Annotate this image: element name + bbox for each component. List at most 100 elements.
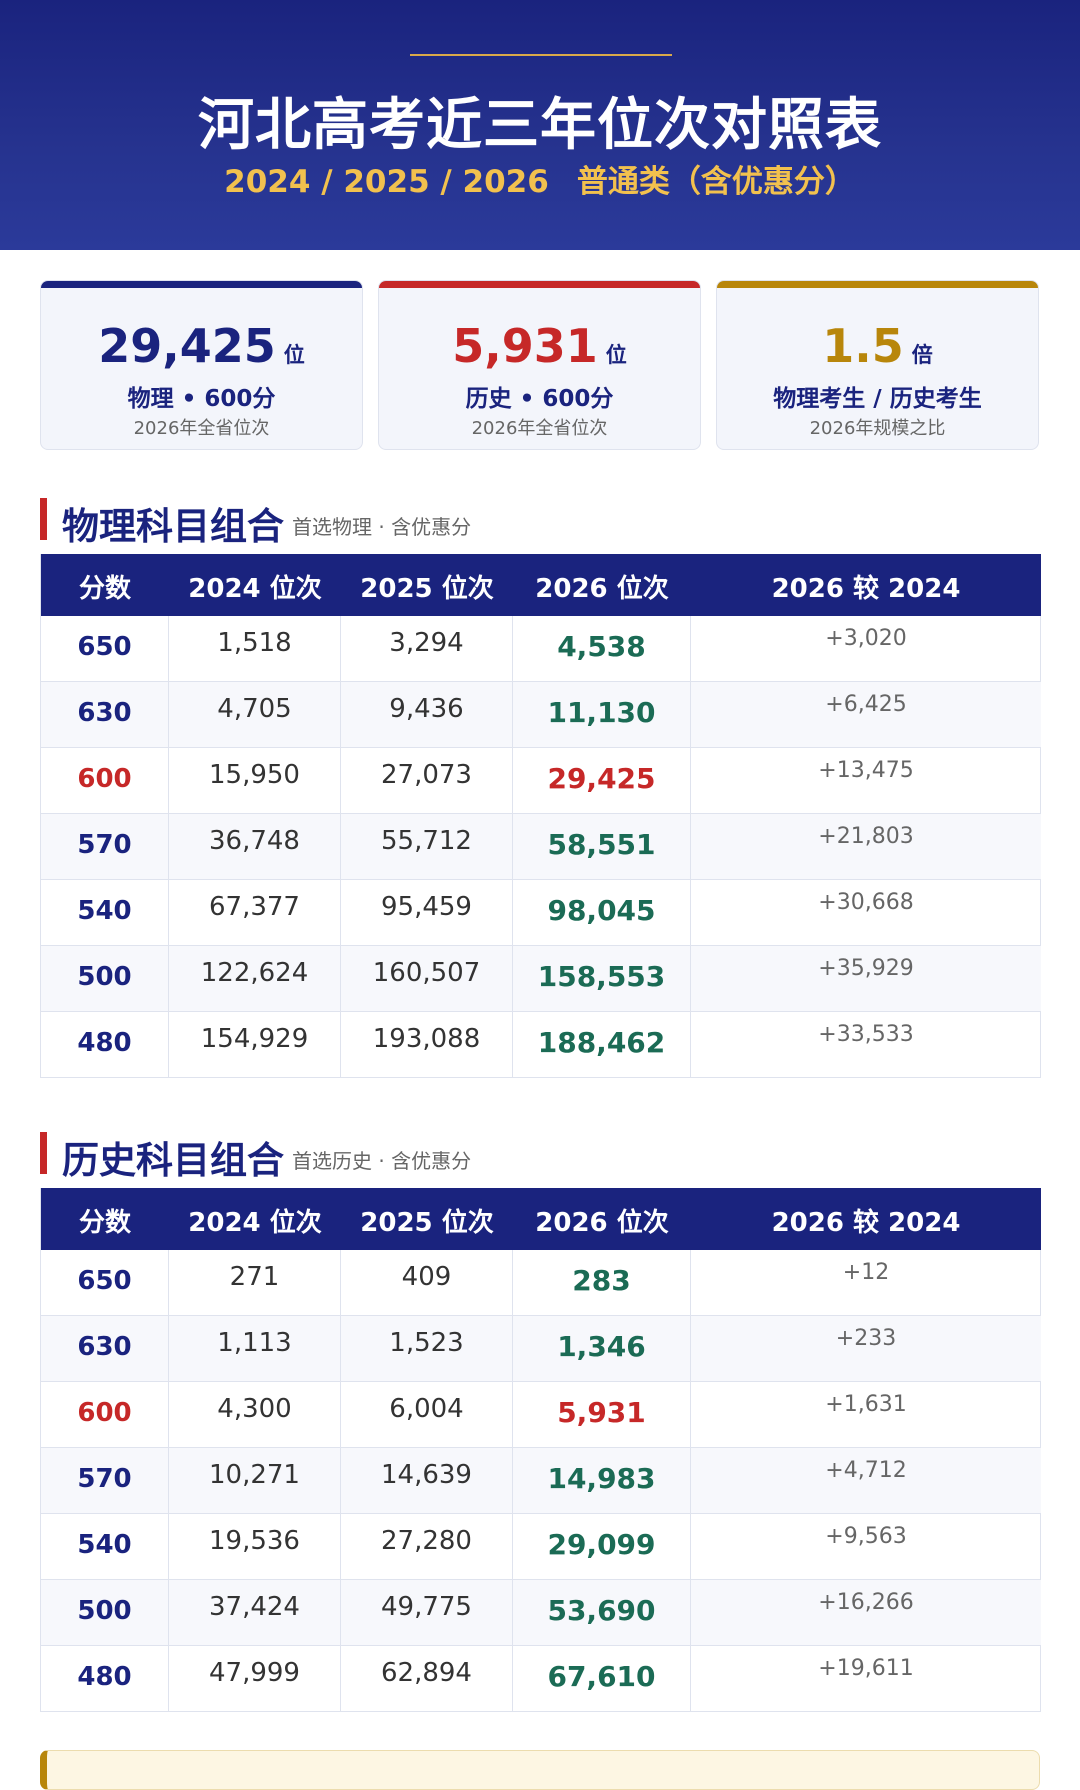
rank-2024-cell: 67,377	[169, 880, 341, 946]
rank-2024-cell: 37,424	[169, 1580, 341, 1646]
section-title-history: 历史科目组合 首选历史 · 含优惠分	[40, 1130, 1040, 1182]
score-cell: 500	[41, 946, 169, 1012]
rank-2026-cell: 14,983	[513, 1448, 691, 1514]
section-desc: 首选历史 · 含优惠分	[292, 1149, 472, 1173]
rank-2025-cell: 6,004	[341, 1382, 513, 1448]
diff-cell: +19,611	[818, 1656, 914, 1681]
score-cell: 570	[41, 814, 169, 880]
rank-2024-cell: 19,536	[169, 1514, 341, 1580]
column-header: 2026 位次	[535, 574, 669, 604]
diff-cell: +35,929	[818, 956, 914, 981]
section-desc: 首选物理 · 含优惠分	[292, 515, 472, 539]
section-title-physics: 物理科目组合 首选物理 · 含优惠分	[40, 496, 1040, 548]
column-header: 2025 位次	[360, 574, 494, 604]
note-box	[40, 1750, 1040, 1790]
rank-2026-cell: 283	[513, 1250, 691, 1316]
card-accent-bar	[41, 281, 362, 288]
rank-2024-cell: 4,300	[169, 1382, 341, 1448]
rank-2026-cell: 29,425	[513, 748, 691, 814]
card-label: 物理 • 600分	[127, 386, 276, 412]
table-row: 500 122,624 160,507 158,553 +35,929	[41, 946, 1041, 1012]
diff-cell: +4,712	[825, 1458, 907, 1483]
table-row: 570 10,271 14,639 14,983 +4,712	[41, 1448, 1041, 1514]
rank-2024-cell: 1,113	[169, 1316, 341, 1382]
section-name: 历史科目组合	[62, 1139, 284, 1182]
card-value: 29,425 位	[98, 319, 305, 373]
section-accent-bar	[40, 498, 47, 540]
rank-2024-cell: 10,271	[169, 1448, 341, 1514]
score-cell: 540	[41, 1514, 169, 1580]
rank-2025-cell: 95,459	[341, 880, 513, 946]
summary-cards: 29,425 位 物理 • 600分 2026年全省位次 5,931 位 历史 • …	[40, 280, 1040, 450]
column-header: 分数	[78, 574, 131, 604]
rank-2026-cell: 98,045	[513, 880, 691, 946]
card-label: 物理考生 / 历史考生	[773, 386, 982, 412]
score-cell: 650	[41, 616, 169, 682]
column-header: 2024 位次	[188, 1208, 322, 1238]
diff-cell: +21,803	[818, 824, 914, 849]
table-row: 480 154,929 193,088 188,462 +33,533	[41, 1012, 1041, 1078]
section-accent-bar	[40, 1132, 47, 1174]
score-cell: 600	[41, 1382, 169, 1448]
table-header: 分数 2024 位次 2025 位次 2026 位次 2026 较 2024	[41, 554, 1041, 616]
rank-2024-cell: 36,748	[169, 814, 341, 880]
summary-card-physics: 29,425 位 物理 • 600分 2026年全省位次	[40, 280, 363, 450]
score-cell: 500	[41, 1580, 169, 1646]
score-cell: 600	[41, 748, 169, 814]
rank-2026-cell: 188,462	[513, 1012, 691, 1078]
rank-2026-cell: 29,099	[513, 1514, 691, 1580]
rank-2025-cell: 3,294	[341, 616, 513, 682]
diff-cell: +33,533	[818, 1022, 914, 1047]
rank-2025-cell: 55,712	[341, 814, 513, 880]
rank-2026-cell: 4,538	[513, 616, 691, 682]
table-row: 650 1,518 3,294 4,538 +3,020	[41, 616, 1041, 682]
card-label: 历史 • 600分	[465, 386, 614, 412]
rank-2025-cell: 1,523	[341, 1316, 513, 1382]
table-row: 600 15,950 27,073 29,425 +13,475	[41, 748, 1041, 814]
card-value: 5,931 位	[452, 319, 627, 373]
rank-2025-cell: 14,639	[341, 1448, 513, 1514]
summary-card-ratio: 1.5 倍 物理考生 / 历史考生 2026年规模之比	[716, 280, 1039, 450]
score-cell: 480	[41, 1646, 169, 1712]
rank-2025-cell: 27,073	[341, 748, 513, 814]
subtitle-years: 2024 / 2025 / 2026	[224, 164, 549, 200]
section-name: 物理科目组合	[62, 505, 284, 548]
table-row: 570 36,748 55,712 58,551 +21,803	[41, 814, 1041, 880]
table-header: 分数 2024 位次 2025 位次 2026 位次 2026 较 2024	[41, 1188, 1041, 1250]
rank-2026-cell: 67,610	[513, 1646, 691, 1712]
rank-2026-cell: 1,346	[513, 1316, 691, 1382]
header-banner: 河北高考近三年位次对照表 2024 / 2025 / 2026 普通类（含优惠分）	[0, 0, 1080, 250]
score-cell: 540	[41, 880, 169, 946]
rank-2025-cell: 27,280	[341, 1514, 513, 1580]
column-header: 2026 位次	[535, 1208, 669, 1238]
column-header: 分数	[78, 1208, 131, 1238]
page-title: 河北高考近三年位次对照表	[198, 93, 882, 158]
column-header: 2025 位次	[360, 1208, 494, 1238]
rank-2024-cell: 47,999	[169, 1646, 341, 1712]
diff-cell: +9,563	[825, 1524, 907, 1549]
table-row: 650 271 409 283 +12	[41, 1250, 1041, 1316]
rank-2024-cell: 154,929	[169, 1012, 341, 1078]
rank-2025-cell: 193,088	[341, 1012, 513, 1078]
table-row: 630 1,113 1,523 1,346 +233	[41, 1316, 1041, 1382]
diff-cell: +233	[835, 1326, 897, 1351]
card-accent-bar	[379, 281, 700, 288]
score-cell: 480	[41, 1012, 169, 1078]
diff-cell: +12	[842, 1260, 890, 1285]
column-header: 2026 较 2024	[771, 1208, 961, 1238]
rank-2026-cell: 11,130	[513, 682, 691, 748]
header-divider	[410, 54, 672, 56]
table-row: 600 4,300 6,004 5,931 +1,631	[41, 1382, 1041, 1448]
card-note: 2026年全省位次	[133, 418, 270, 439]
diff-cell: +1,631	[825, 1392, 907, 1417]
table-row: 630 4,705 9,436 11,130 +6,425	[41, 682, 1041, 748]
diff-cell: +16,266	[818, 1590, 914, 1615]
rank-2025-cell: 160,507	[341, 946, 513, 1012]
rank-2024-cell: 15,950	[169, 748, 341, 814]
diff-cell: +30,668	[818, 890, 914, 915]
diff-cell: +6,425	[825, 692, 907, 717]
column-header: 2024 位次	[188, 574, 322, 604]
score-cell: 570	[41, 1448, 169, 1514]
diff-cell: +13,475	[818, 758, 914, 783]
table-row: 540 19,536 27,280 29,099 +9,563	[41, 1514, 1041, 1580]
